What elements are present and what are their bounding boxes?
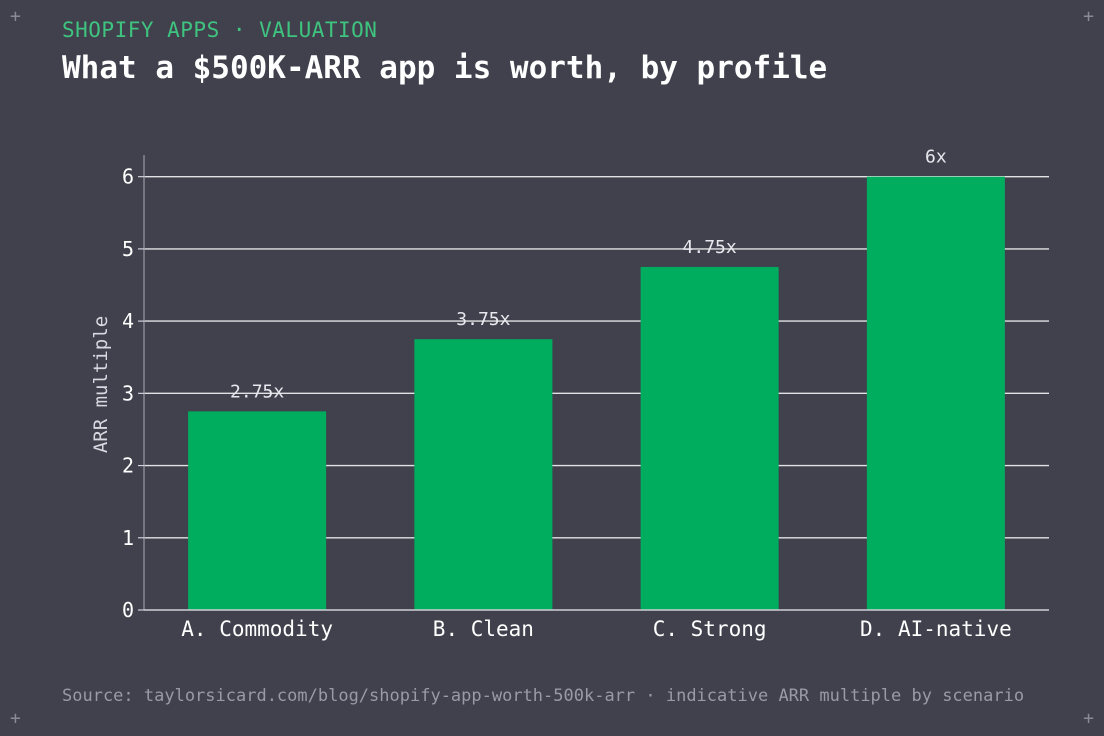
bar-3 (640, 266, 779, 610)
bar-4 (866, 176, 1005, 610)
bar-layer (188, 176, 1005, 610)
x-tick-label: C. Strong (653, 617, 767, 641)
y-tick-label: 5 (122, 237, 134, 261)
y-tick-label: 1 (122, 526, 134, 550)
y-tick-label: 4 (122, 309, 134, 333)
x-tick-label: B. Clean (433, 617, 534, 641)
y-tick-label: 2 (122, 454, 134, 478)
chart-kicker: SHOPIFY APPS · VALUATION (62, 18, 378, 42)
bar-value-label: 6x (925, 147, 947, 168)
corner-plus-icon: + (1083, 6, 1094, 27)
y-axis-title: ARR multiple (90, 316, 112, 453)
source-note: Source: taylorsicard.com/blog/shopify-ap… (62, 686, 1025, 706)
y-tick-label: 6 (122, 165, 134, 189)
x-tick-label: A. Commodity (181, 617, 333, 641)
chart-title: What a $500K-ARR app is worth, by profil… (62, 50, 828, 86)
corner-plus-icon: + (1083, 708, 1094, 729)
y-tick-label: 3 (122, 381, 134, 405)
label-layer: A. Commodity 2.75x B. Clean 3.75x C. Strong 4… (181, 147, 1011, 641)
bar-value-label: 4.75x (683, 237, 737, 258)
axis-layer: 0 1 2 3 4 5 6 ARR multiple (90, 155, 1049, 622)
corner-plus-icon: + (10, 708, 21, 729)
x-tick-label: D. AI-native (860, 617, 1012, 641)
bar-value-label: 2.75x (230, 381, 284, 402)
bar-2 (414, 339, 553, 610)
bar-value-label: 3.75x (456, 309, 510, 330)
corner-plus-icon: + (10, 6, 21, 27)
y-tick-label: 0 (122, 598, 134, 622)
bar-1 (188, 411, 327, 610)
